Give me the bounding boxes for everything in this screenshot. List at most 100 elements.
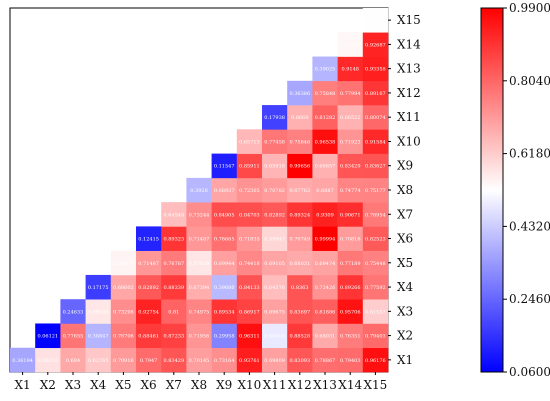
heatmap-cell-x1-x1 [10,347,36,373]
cell-value-label: 0.77592 [365,285,386,291]
x-tick-label: X7 [166,378,182,392]
cell-value-label: 0.87233 [163,334,184,340]
cell-value-label: 0.73298 [113,309,134,315]
heatmap-cell-x14-x3 [337,299,364,324]
x-tick-label: X4 [90,378,107,392]
heatmap-cell-x6-x2 [136,323,162,349]
heatmap-cell-x14-x14 [337,32,364,57]
cell-value-label: 0.75848 [315,91,336,97]
colorbar-tick-label: 0.6180 [509,147,550,161]
cell-value-label: 0.6669 [291,115,309,121]
cell-value-label: 0.80074 [365,115,386,121]
heatmap-cell-x9-x2 [211,323,238,349]
cell-value-label: 0.72305 [239,188,260,194]
heatmap-cell-x7-x7 [161,202,187,227]
cell-value-label: 0.70916 [113,358,134,364]
cell-value-label: 0.73164 [214,358,235,364]
cell-value-label: 0.76787 [163,261,184,267]
cell-value-label: 0.56928 [88,309,109,315]
x-tick-label: X10 [237,378,261,392]
y-tick-label: X8 [397,183,413,197]
cell-value-label: 0.11547 [214,164,235,170]
heatmap-cell-x9-x1 [211,347,238,373]
cell-value-label: 0.88461 [138,334,159,340]
cell-value-label: 0.83429 [340,164,361,170]
y-tick-label: X11 [397,110,421,124]
cell-value-label: 0.38847 [88,334,109,340]
heatmap-cell-x13-x4 [312,274,338,300]
heatmap-cell-x4-x1 [85,347,112,373]
cell-value-label: 0.75646 [289,139,310,145]
cell-value-label: 0.69809 [264,358,285,364]
y-tick-label: X13 [397,62,421,76]
cell-value-label: 0.7947 [140,358,158,364]
cell-value-label: 0.76706 [113,334,134,340]
heatmap-cell-x15-x9 [362,153,389,179]
heatmap-cell-x3-x2 [60,323,86,349]
heatmap-cell-x11-x9 [262,153,288,179]
cell-value-label: 0.81886 [315,309,336,315]
y-tick-label: X5 [397,256,413,270]
heatmap-cell-x14-x5 [337,250,364,276]
heatmap-cell-x5-x5 [110,250,137,276]
heatmap-cell-x13-x7 [312,202,338,227]
heatmap-cell-x11-x10 [262,129,288,154]
heatmap-cell-x10-x6 [236,226,263,251]
heatmap-cell-x13-x5 [312,250,338,276]
heatmap-cell-x12-x8 [287,177,313,203]
cell-value-label: 0.57029 [189,261,210,267]
heatmap-cell-x7-x1 [161,347,187,373]
heatmap-cell-x9-x5 [211,250,238,276]
heatmap-cell-x7-x3 [161,299,187,324]
heatmap-cell-x15-x12 [362,80,389,106]
heatmap-cell-x13-x11 [312,105,338,130]
heatmap-cell-x3-x3 [60,299,86,324]
heatmap-cell-x8-x6 [186,226,212,251]
cell-value-label: 0.8363 [291,285,309,291]
cell-value-label: 0.54055 [340,42,361,48]
heatmap-cell-x2-x1 [35,347,61,373]
x-tick-label: X13 [313,378,337,392]
cell-value-label: 0.89323 [163,237,184,243]
heatmap-cell-x12-x3 [287,299,313,324]
colorbar-tick-label: 0.2460 [509,292,550,306]
heatmap-cell-x11-x2 [262,323,288,349]
heatmap-cell-x11-x1 [262,347,288,373]
y-tick-label: X12 [397,86,421,100]
cell-value-label: 0.77655 [63,334,84,340]
cell-value-label: 0.83697 [289,309,310,315]
heatmap-cell-x9-x8 [211,177,238,203]
colorbar-tick-label: 0.9900 [509,1,550,15]
cell-value-label: 0.83429 [163,358,184,364]
cell-value-label: 0.84905 [214,212,235,218]
cell-value-label: 0.54479 [113,261,134,267]
cell-value-label: 0.88528 [289,334,310,340]
cell-value-label: 0.82892 [264,212,285,218]
heatmap-cell-x12-x2 [287,323,313,349]
heatmap-cell-x14-x13 [337,56,364,82]
cell-value-label: 0.62765 [88,358,109,364]
cell-value-label: 0.59947 [264,237,285,243]
heatmap-cell-x12-x1 [287,347,313,373]
heatmap-cell-x7-x6 [161,226,187,251]
heatmap-cell-x13-x9 [312,153,338,179]
cell-value-label: 0.66522 [340,115,361,121]
cell-value-label: 0.75448 [365,261,386,267]
heatmap-cell-x14-x12 [337,80,364,106]
heatmap-cell-x4-x3 [85,299,112,324]
cell-value-label: 0.3928 [190,188,208,194]
cell-value-label: 0.85911 [239,164,260,170]
cell-value-label: 0.75177 [365,188,386,194]
cell-value-label: 0.74774 [340,188,361,194]
cell-value-label: 0.81 [168,309,179,315]
x-tick-label: X6 [141,378,157,392]
cell-value-label: 0.88339 [163,285,184,291]
x-tick-label: X8 [191,378,207,392]
heatmap-cell-x7-x4 [161,274,187,300]
cell-value-label: 0.67394 [189,285,210,291]
heatmap-cell-x12-x5 [287,250,313,276]
x-tick-label: X1 [15,378,31,392]
cell-value-label: 0.79403 [365,334,386,340]
